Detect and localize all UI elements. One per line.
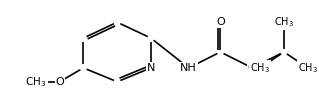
Text: $\mathregular{CH_3}$: $\mathregular{CH_3}$ (25, 75, 46, 89)
Text: $\mathregular{CH_3}$: $\mathregular{CH_3}$ (274, 15, 294, 29)
Text: O: O (248, 63, 256, 73)
Text: O: O (55, 77, 64, 87)
Text: O: O (216, 17, 225, 27)
Text: N: N (147, 63, 155, 73)
Text: OCH: OCH (24, 77, 48, 87)
Text: $\mathregular{CH_3}$: $\mathregular{CH_3}$ (298, 61, 318, 75)
Text: NH: NH (180, 63, 197, 73)
Text: $\mathregular{CH_3}$: $\mathregular{CH_3}$ (250, 61, 270, 75)
